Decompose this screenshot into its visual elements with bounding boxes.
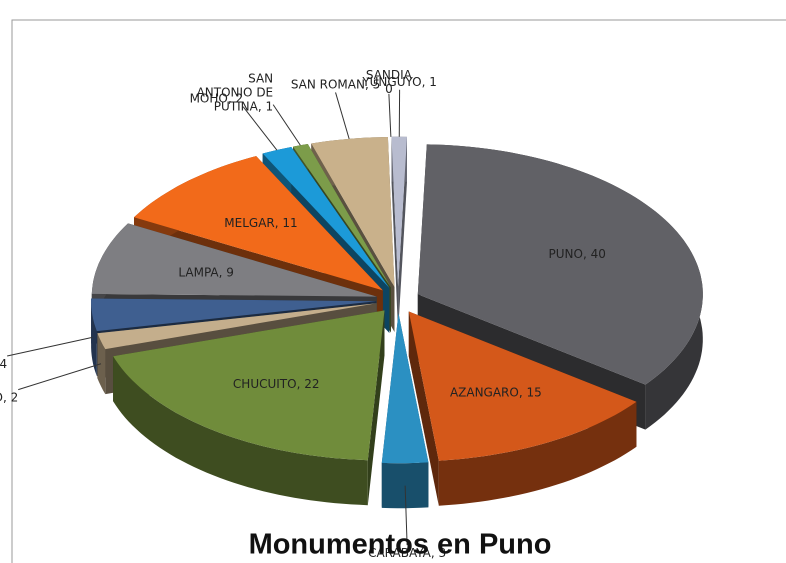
data-label: LAMPA, 9 [178,265,233,279]
slice-wall [398,136,407,332]
data-label: CARABAYA, 3 [368,546,446,560]
leader-line [404,485,408,546]
slice-wall [367,310,385,506]
slice [417,144,703,385]
leader-line [272,104,301,146]
slice [262,147,390,288]
data-label: SAN ROMAN, 5 [291,77,380,91]
slice [311,137,395,287]
data-label: SANDIA 0 [366,67,413,95]
leader-line [18,363,102,391]
slice [408,311,637,461]
slice [113,310,385,461]
slice [391,136,407,287]
data-label: MOHO, 2 [190,91,244,105]
slice [134,156,383,291]
slice [293,144,391,288]
data-label: HUANCANE, 4 [0,357,7,371]
slice-wall [408,311,439,506]
slice-side [113,356,368,506]
slice [381,313,429,464]
slice [91,298,377,332]
pie [91,136,703,509]
slice [91,223,377,297]
data-label: YUNGUYO, 1 [361,74,437,88]
slice-side [91,298,97,377]
leader-line [7,336,93,357]
slice-side [438,401,637,506]
labels: PUNO, 40 AZANGARO, 15 CARABAYA, 3 CHUCUITO,… [0,67,606,559]
data-label: CHUCUITO, 22 [233,376,320,390]
slice [97,303,377,350]
leader-line [335,92,350,140]
leader-line [388,93,392,137]
frame [11,19,786,563]
data-label: AZANGARO, 15 [450,385,542,399]
data-label: SAN ANTONIO DE PUTINA, 1 [197,71,274,113]
data-label: MELGAR, 11 [224,216,297,230]
slice-side [381,462,429,509]
slice-wall [391,136,399,332]
data-label: EL COLLAO, 2 [0,390,18,404]
leader-line [242,106,278,151]
data-label: PUNO, 40 [549,247,606,261]
slice-side [97,333,106,395]
chart-title: Monumentos en Puno [249,529,552,561]
